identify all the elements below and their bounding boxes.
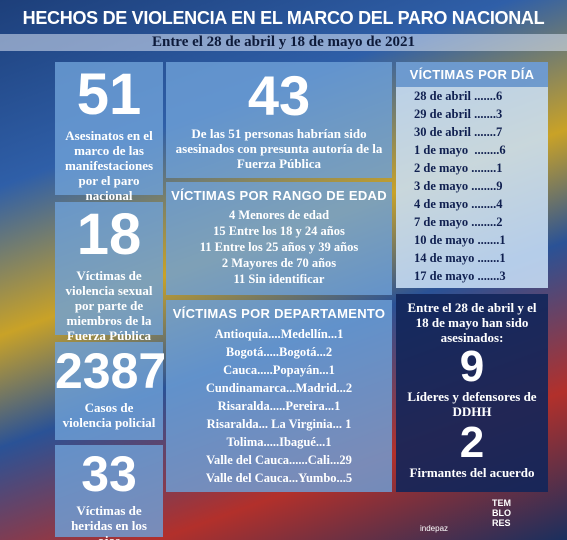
age-box: VÍCTIMAS POR RANGO DE EDAD 4 Menores de … <box>166 182 392 295</box>
list-line: 2 de mayo ........1 <box>414 161 503 175</box>
list-line: 7 de mayo ........2 <box>414 215 503 229</box>
big-number: 2387 <box>55 343 167 399</box>
box-title: VÍCTIMAS POR DÍA <box>396 62 548 87</box>
logo-indepaz: indepaz <box>420 524 449 533</box>
list-line: Risaralda.....Pereira...1 <box>217 399 341 413</box>
box-text: Asesinatos en el marco de las manifestac… <box>64 128 154 203</box>
list-line: 1 de mayo ........6 <box>414 143 506 157</box>
stat-box: 51 Asesinatos en el marco de las manifest… <box>55 62 163 203</box>
list-line: Tolima.....Ibagué...1 <box>226 435 332 449</box>
department-box: VÍCTIMAS POR DEPARTAMENTO Antioquia....M… <box>166 300 392 492</box>
list-line: 4 de mayo ........4 <box>414 197 503 211</box>
logo-text: BLO <box>492 508 511 518</box>
list-line: 14 de mayo .......1 <box>414 251 506 265</box>
list-line: 28 de abril .......6 <box>414 89 503 103</box>
box-title: VÍCTIMAS POR DEPARTAMENTO <box>172 306 386 321</box>
list-line: Antioquia....Medellín...1 <box>214 327 344 341</box>
logo-text: RES <box>492 518 511 528</box>
list-line: 30 de abril .......7 <box>414 125 503 139</box>
stat-box: 2387 Casos de violencia policial <box>55 342 167 440</box>
logo-temblores: TEM BLO RES <box>492 498 511 528</box>
list-line: Risaralda... La Virginia... 1 <box>206 417 352 431</box>
list-line: 29 de abril .......3 <box>414 107 503 121</box>
big-number: 9 <box>459 342 485 391</box>
list-line: 4 Menores de edad <box>228 208 330 222</box>
leaders-box: Entre el 28 de abril y el 18 de mayo han… <box>396 294 548 492</box>
list-line: Cauca.....Popayán...1 <box>223 363 335 377</box>
logos: indepaz TEM BLO RES <box>420 498 550 538</box>
list-line: 17 de mayo .......3 <box>414 269 506 283</box>
per-day-box: VÍCTIMAS POR DÍA 28 de abril .......6 29 … <box>396 62 548 288</box>
list-line: 15 Entre los 18 y 24 años <box>213 224 345 238</box>
list-line: Valle del Cauca......Cali...29 <box>206 453 352 467</box>
list-line: Valle del Cauca...Yumbo...5 <box>205 471 353 485</box>
big-number: 18 <box>76 202 142 267</box>
stat-box: 18 Víctimas de violencia sexual por parte… <box>55 202 163 343</box>
box-text: Casos de violencia policial <box>62 400 156 430</box>
big-number: 2 <box>459 418 485 467</box>
list-line: 11 Sin identificar <box>233 272 325 286</box>
box-text: De las 51 personas habrían sido asesinad… <box>175 126 383 171</box>
list-line: Cundinamarca...Madrid...2 <box>205 381 353 395</box>
box-text: Líderes y defensores de DDHH <box>407 389 537 419</box>
list-line: 10 de mayo .......1 <box>414 233 506 247</box>
box-text: Entre el 28 de abril y el 18 de mayo han… <box>407 300 537 345</box>
box-text: Víctimas de violencia sexual por parte d… <box>65 268 153 343</box>
box-title: VÍCTIMAS POR RANGO DE EDAD <box>171 188 387 203</box>
list-line: 2 Mayores de 70 años <box>221 256 337 270</box>
big-number: 43 <box>247 64 311 127</box>
big-number: 33 <box>81 446 137 502</box>
box-text: Firmantes del acuerdo <box>409 465 535 480</box>
list-line: Bogotá.....Bogotá...2 <box>225 345 333 359</box>
logo-text: TEM <box>492 498 511 508</box>
box-text: Víctimas de heridas en los ojos <box>71 503 147 540</box>
title: HECHOS DE VIOLENCIA EN EL MARCO DEL PARO… <box>22 8 545 28</box>
subtitle: Entre el 28 de abril y 18 de mayo de 202… <box>0 34 567 51</box>
killed-box: 43 De las 51 personas habrían sido asesi… <box>166 62 392 178</box>
big-number: 51 <box>76 62 142 127</box>
list-line: 11 Entre los 25 años y 39 años <box>199 240 359 254</box>
list-line: 3 de mayo ........9 <box>414 179 503 193</box>
